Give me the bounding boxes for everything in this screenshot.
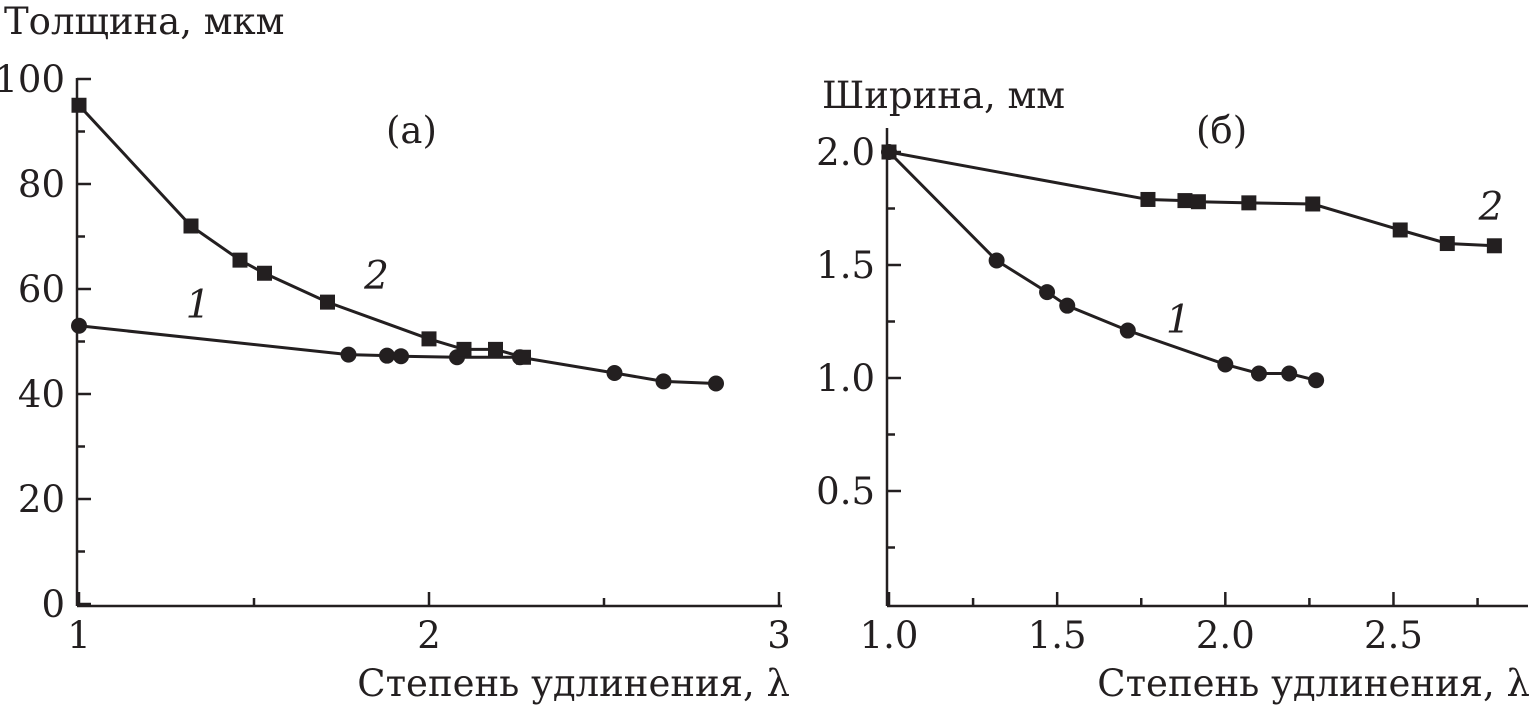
y-tick-label: 1.0: [816, 357, 875, 400]
data-point-circle: [1119, 322, 1136, 339]
x-axis-title-b: Степень удлинения, λ: [1097, 662, 1530, 705]
data-point-circle: [1059, 297, 1076, 314]
curve-labels-b: 12: [1166, 185, 1504, 343]
y-tick-label: 60: [18, 268, 65, 311]
y-tick-label: 2.0: [816, 131, 875, 174]
data-point-square: [1305, 196, 1321, 212]
panel-label-a: (а): [386, 109, 437, 152]
data-point-square: [421, 331, 437, 347]
data-point-square: [1439, 236, 1455, 252]
data-point-square: [488, 341, 503, 357]
y-tick-label: 40: [18, 373, 65, 416]
x-tick-label: 3: [767, 614, 791, 657]
data-point-square: [1392, 222, 1408, 238]
data-point-circle: [1250, 365, 1267, 382]
curve-label-1: 1: [1166, 298, 1191, 343]
data-point-circle: [988, 252, 1005, 269]
y-tick-label: 0.5: [816, 470, 875, 513]
axes-b: [885, 128, 1528, 608]
curve-label-1: 1: [186, 283, 211, 328]
data-point-square: [320, 294, 335, 310]
data-point-circle: [606, 365, 623, 381]
y-axis-title-b: Ширина, мм: [822, 74, 1065, 117]
curve-label-2: 2: [1478, 185, 1504, 230]
data-point-square: [257, 265, 272, 281]
data-point-square: [881, 144, 897, 160]
data-point-circle: [340, 346, 357, 363]
data-point-square: [1241, 195, 1257, 211]
y-tick-label: 0: [41, 583, 65, 626]
data-point-circle: [655, 373, 672, 390]
y-tick-label: 1.5: [816, 244, 875, 287]
data-point-square: [1190, 194, 1206, 210]
data-point-circle: [1308, 372, 1325, 389]
data-point-circle: [1039, 284, 1056, 301]
data-point-square: [1140, 191, 1156, 207]
data-point-square: [183, 218, 199, 234]
x-tick-label: 2.0: [1196, 614, 1255, 657]
data-point-square: [456, 341, 472, 357]
data-point-square: [1177, 193, 1193, 209]
x-tick-label: 2: [417, 614, 441, 657]
y-tick-label: 80: [18, 163, 65, 206]
series-line-2: [77, 104, 524, 359]
x-axis-title-a: Степень удлинения, λ: [357, 662, 790, 705]
ticks-b: 1.0 1.5 2.0 2.5 0.5 1.0 1.5 2.0: [816, 131, 1479, 657]
data-point-square: [232, 252, 248, 268]
y-axis-title-a: Толщина, мкм: [4, 0, 284, 43]
series-line-1: [887, 150, 1317, 382]
y-tick-label: 20: [18, 478, 65, 521]
data-point-square: [1486, 238, 1502, 254]
data-point-square: [516, 349, 531, 365]
data-point-circle: [379, 347, 395, 364]
x-tick-label: 1: [67, 614, 91, 657]
series-group-a: [71, 97, 724, 392]
curve-label-2: 2: [363, 254, 389, 299]
data-point-circle: [1217, 356, 1234, 373]
series-group-b: [881, 144, 1502, 389]
panel-label-b: (б): [1196, 109, 1247, 152]
x-tick-label: 1.0: [860, 614, 919, 657]
chart-panel-b: Ширина, мм (б) Степень удлинения, λ 1.0 1…: [816, 74, 1530, 705]
x-tick-label: 1.5: [1028, 614, 1087, 657]
x-tick-label: 2.5: [1364, 614, 1423, 657]
data-point-circle: [1281, 365, 1298, 382]
y-tick-label: 100: [0, 58, 65, 101]
data-point-circle: [708, 375, 724, 392]
data-point-circle: [71, 317, 87, 334]
data-point-circle: [393, 348, 409, 365]
data-point-square: [71, 97, 87, 113]
curve-labels-a: 12: [186, 254, 389, 328]
